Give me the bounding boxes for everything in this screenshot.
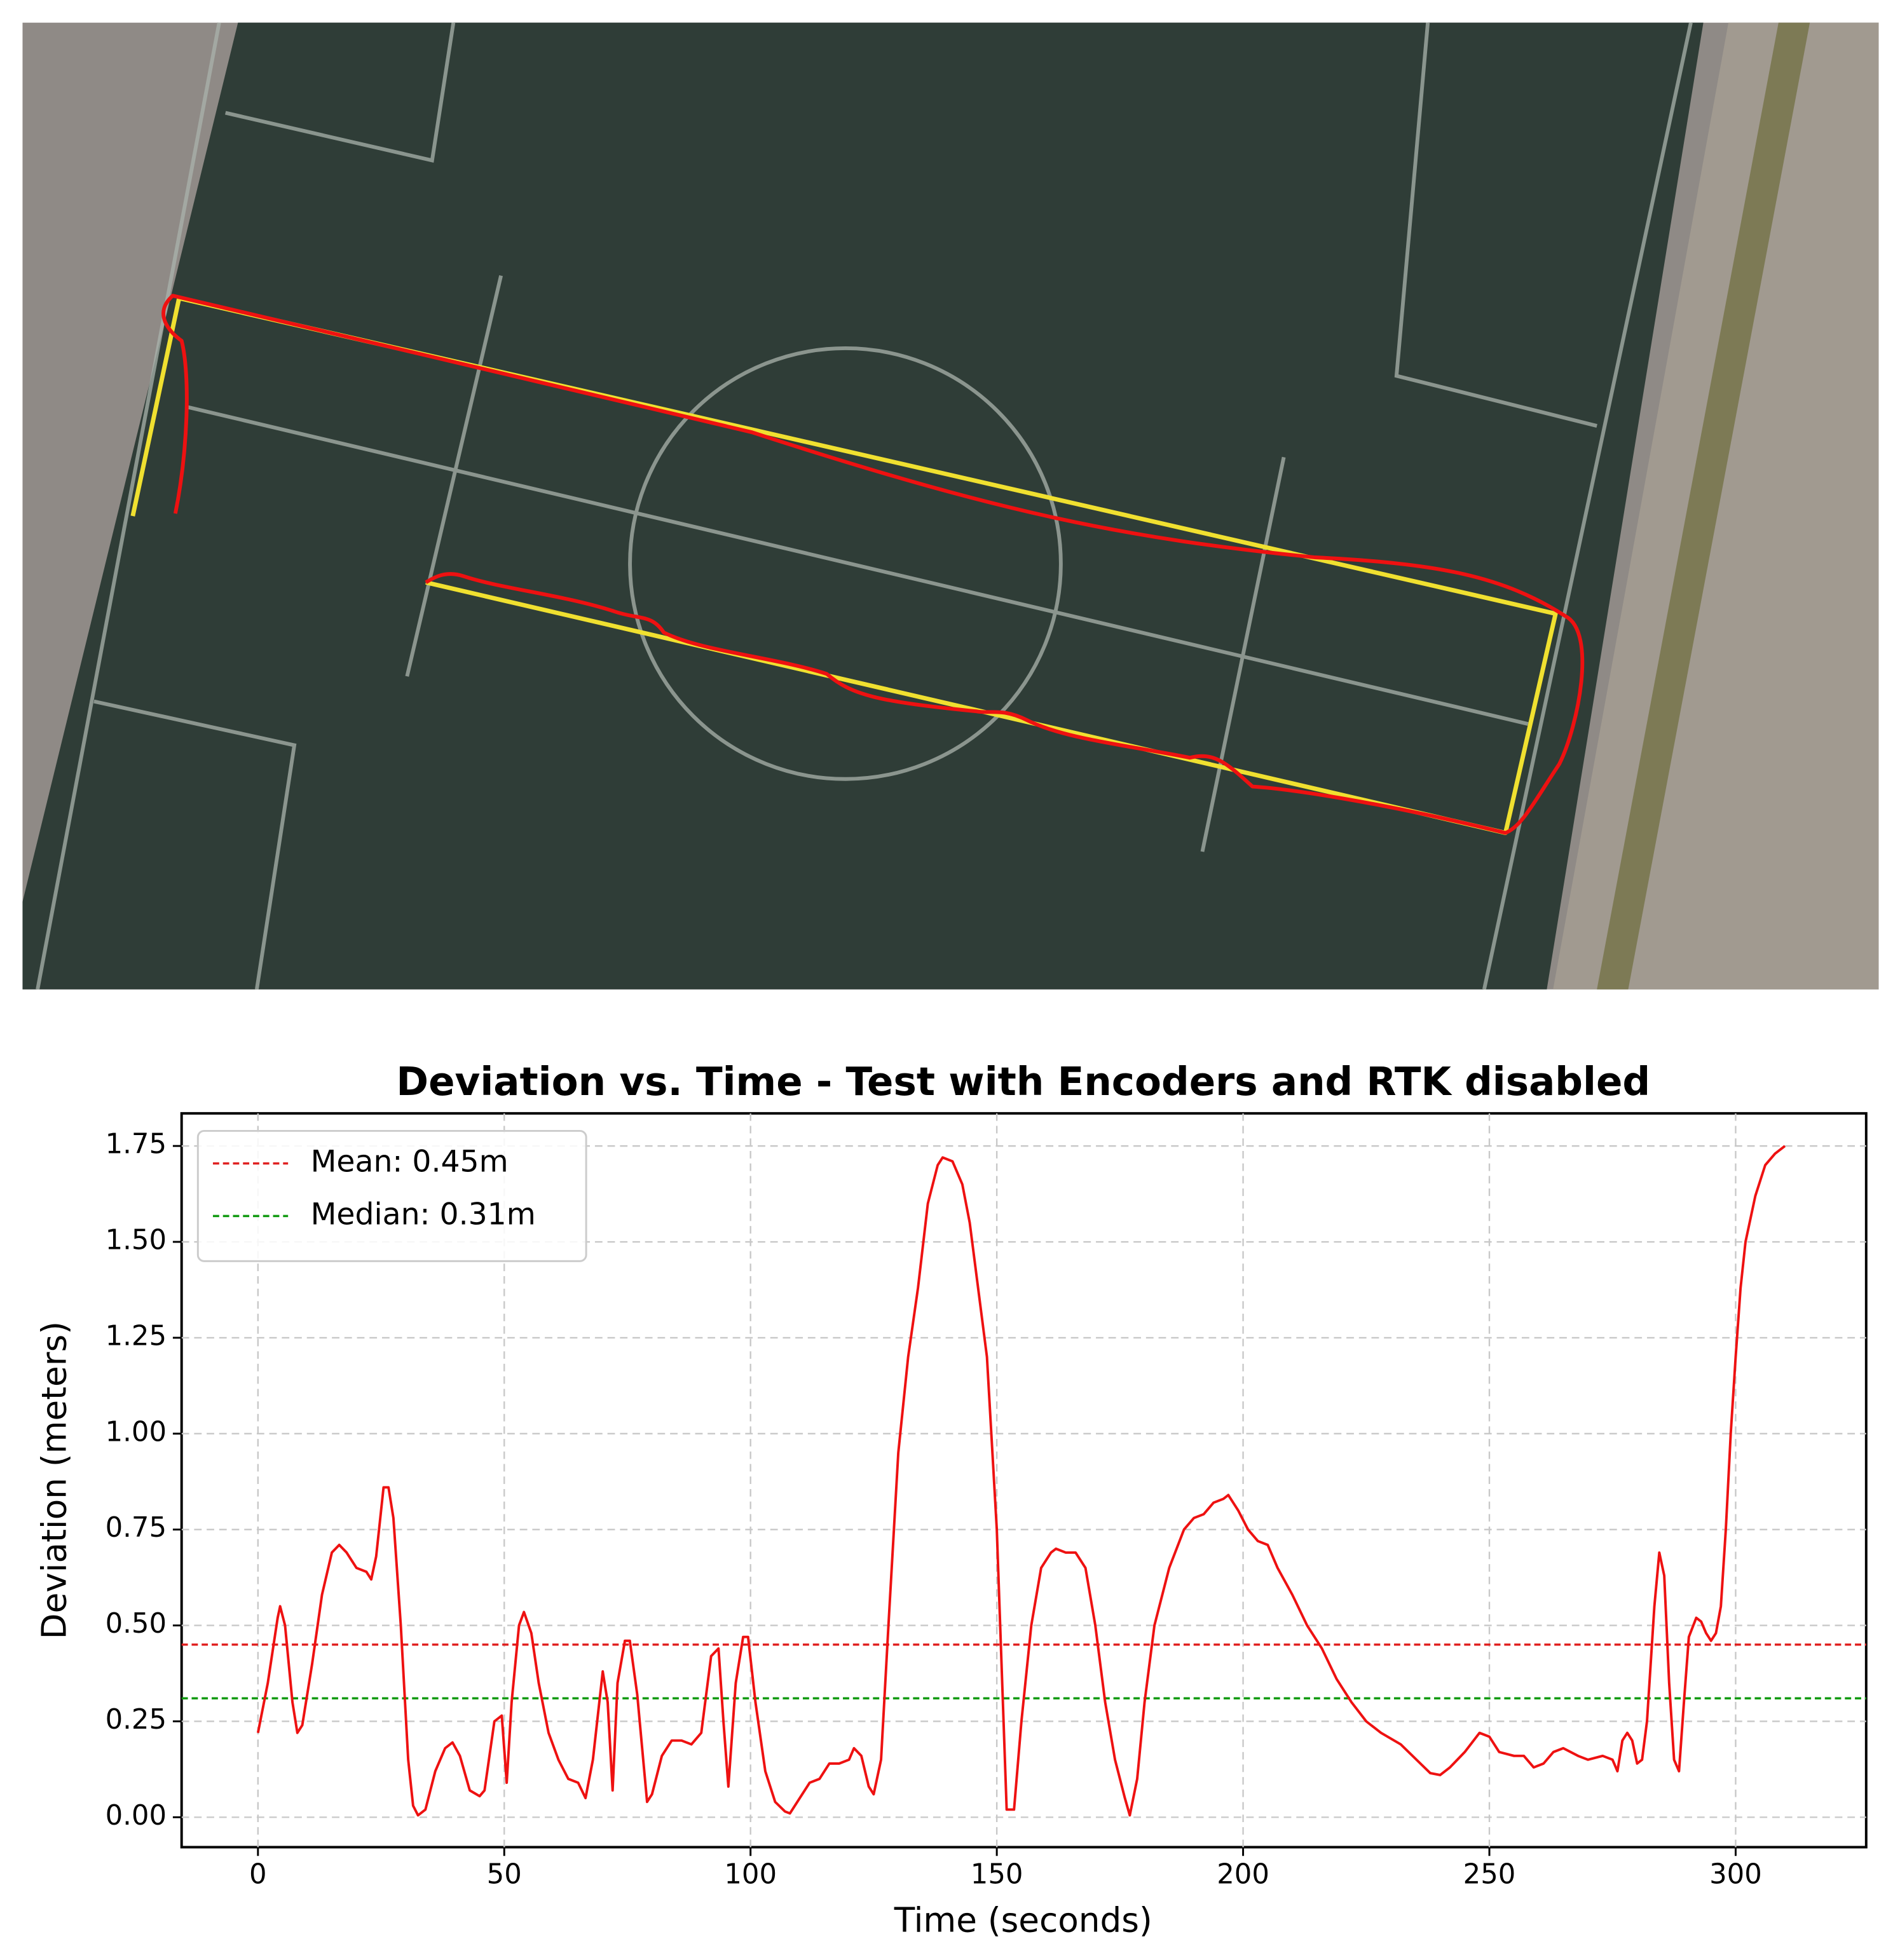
- x-tick-label: 300: [1709, 1858, 1762, 1890]
- x-tick-label: 200: [1217, 1858, 1269, 1890]
- x-tick-label: 50: [487, 1858, 522, 1890]
- y-tick-label: 1.75: [106, 1129, 167, 1160]
- plot-frame: [180, 1112, 1868, 1849]
- y-tick-label: 0.50: [106, 1608, 167, 1640]
- y-tick-label: 0.00: [106, 1800, 167, 1832]
- legend-box: [196, 1129, 587, 1262]
- field: [22, 22, 1704, 990]
- y-tick-label: 0.75: [106, 1512, 167, 1544]
- trajectory: [130, 294, 1585, 835]
- y-tick-label: 1.25: [106, 1320, 167, 1352]
- x-tick-label: 0: [249, 1858, 267, 1890]
- legend-label: Median: 0.31m: [311, 1197, 536, 1232]
- x-tick-label: 150: [971, 1858, 1023, 1890]
- y-axis-label: Deviation (meters): [34, 1321, 74, 1640]
- y-tick-label: 0.25: [106, 1704, 167, 1736]
- x-tick-label: 250: [1463, 1858, 1516, 1890]
- x-axis-label: Time (seconds): [894, 1900, 1152, 1940]
- y-tick-label: 1.00: [106, 1416, 167, 1448]
- grass-strip: [1597, 22, 1810, 990]
- y-tick-label: 1.50: [106, 1225, 167, 1256]
- chart-title: Deviation vs. Time - Test with Encoders …: [396, 1059, 1650, 1105]
- legend-label: Mean: 0.45m: [311, 1145, 509, 1180]
- x-tick-label: 100: [724, 1858, 777, 1890]
- field-lines: [36, 22, 1693, 990]
- data-line: [256, 1145, 1786, 1817]
- aerial-photo: [22, 22, 1879, 990]
- actual-path: [161, 294, 1585, 835]
